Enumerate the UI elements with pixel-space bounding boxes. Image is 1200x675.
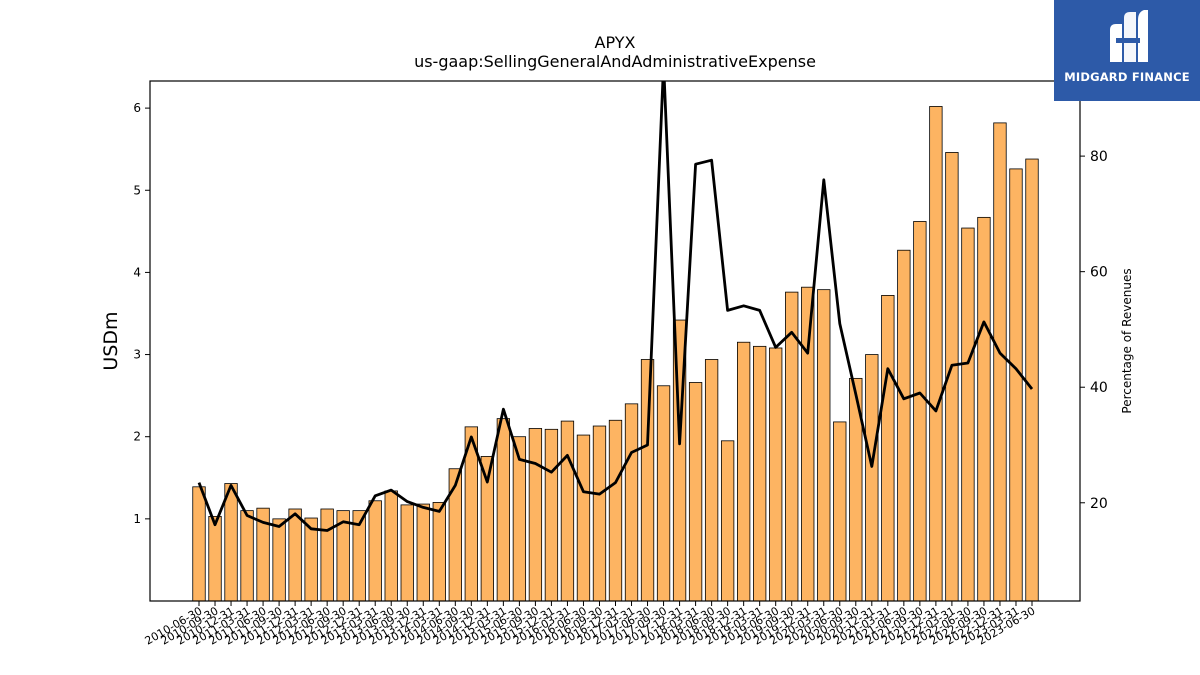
- bar: [753, 345, 767, 602]
- bar: [448, 468, 462, 602]
- y-tick-label: 3: [133, 348, 141, 362]
- bar: [416, 503, 430, 602]
- bar: [704, 359, 719, 602]
- bar: [881, 295, 895, 602]
- y-tick-label: 6: [133, 101, 141, 115]
- bar: [1009, 168, 1023, 602]
- line-series: [197, 81, 1034, 532]
- bar: [688, 382, 703, 602]
- y-axis-right: 20 40 60 80: [1080, 149, 1108, 512]
- y2-tick-label: 60: [1090, 265, 1108, 281]
- y-tick-label: 4: [133, 265, 141, 279]
- bar: [977, 216, 991, 602]
- bar: [224, 483, 238, 602]
- bar: [208, 515, 222, 602]
- bar: [865, 354, 879, 602]
- y-axis-left: 1 2 3 4 5 6: [133, 101, 150, 526]
- bar: [368, 500, 382, 602]
- bar: [801, 286, 815, 602]
- bar: [833, 421, 847, 602]
- y-axis-label: USDm: [100, 311, 122, 370]
- bar: [560, 420, 575, 602]
- bar: [929, 106, 943, 602]
- midgard-logo-icon: [1110, 10, 1148, 62]
- bar: [272, 518, 286, 602]
- bar: [737, 341, 751, 602]
- y-tick-label: 5: [133, 183, 141, 197]
- bar: [817, 289, 831, 602]
- y2-axis-label: Percentage of Revenues: [1120, 268, 1134, 413]
- y2-tick-label: 80: [1090, 149, 1108, 165]
- bar: [288, 508, 302, 602]
- midgard-finance-logo: MIDGARD FINANCE: [1054, 0, 1200, 101]
- bar: [897, 249, 911, 602]
- y2-tick-label: 40: [1090, 380, 1108, 396]
- bar: [656, 385, 671, 602]
- bar: [993, 122, 1007, 602]
- bar: [769, 347, 783, 602]
- bar: [544, 428, 559, 602]
- bar-series: [192, 106, 1039, 602]
- bar: [624, 403, 639, 602]
- chart-subtitle: us-gaap:SellingGeneralAndAdministrativeE…: [414, 52, 816, 71]
- y2-tick-label: 20: [1090, 496, 1108, 512]
- bar: [192, 486, 206, 602]
- bar: [608, 419, 623, 602]
- bar: [384, 490, 398, 602]
- x-axis: 2010-06-302010-09-302010-12-312011-03-31…: [143, 601, 1038, 648]
- bar: [961, 227, 975, 602]
- chart-title: APYX: [594, 33, 636, 52]
- bar: [496, 418, 511, 602]
- y-tick-label: 1: [133, 512, 141, 526]
- bar: [320, 508, 334, 602]
- logo-text: MIDGARD FINANCE: [1064, 70, 1190, 84]
- bar: [528, 428, 543, 602]
- series-line: [197, 81, 1034, 532]
- bar: [432, 502, 446, 602]
- y-tick-label: 2: [133, 430, 141, 444]
- bar: [576, 434, 591, 602]
- bar: [1025, 158, 1039, 602]
- bar: [640, 359, 655, 602]
- bar: [592, 425, 607, 602]
- bar: [400, 504, 414, 602]
- bar: [240, 510, 254, 602]
- bar: [720, 440, 735, 602]
- bar: [913, 221, 927, 602]
